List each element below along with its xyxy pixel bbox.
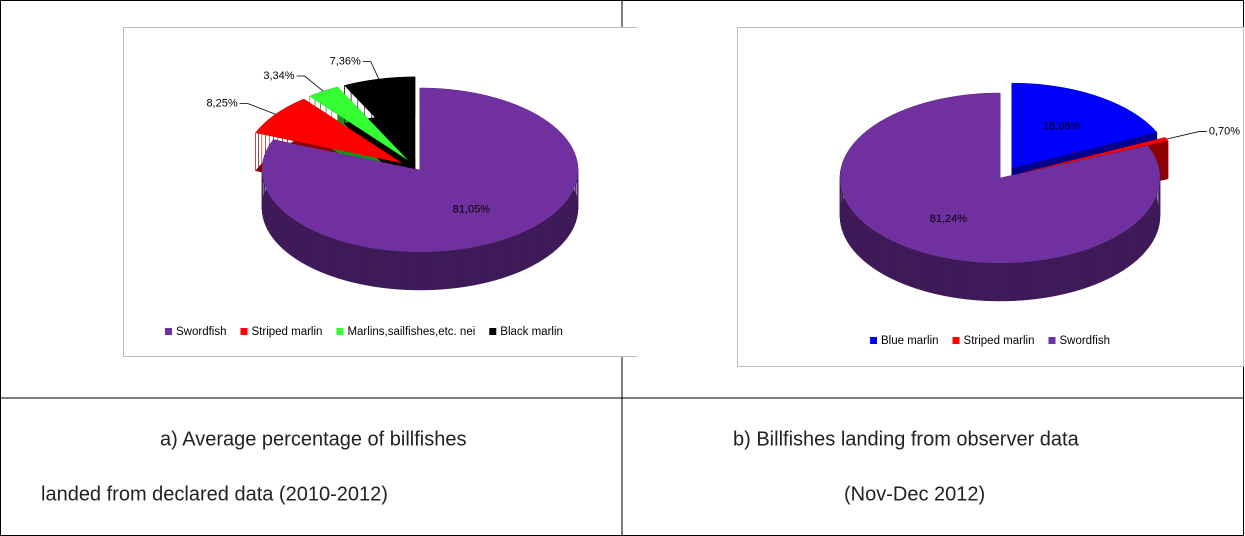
leader-line	[296, 75, 324, 92]
slice	[255, 99, 403, 164]
chart-a: 81,05% 8,25% 3,34% 7,36% Swordfish Striped ma…	[123, 27, 637, 357]
caption: landed from declared data (2010-2012)	[41, 483, 388, 505]
slice	[840, 93, 1160, 263]
legend: Swordfish Striped marlin Marlins,sailfishe…	[165, 326, 563, 338]
legend-label: Swordfish	[1059, 335, 1110, 347]
legend-swatch	[336, 328, 344, 335]
legend-label: Blue marlin	[881, 335, 939, 347]
legend-label: Swordfish	[176, 326, 227, 338]
slice	[1020, 137, 1168, 174]
leader-line	[239, 103, 276, 115]
legend-swatch	[1048, 337, 1056, 344]
legend-label: Marlins,sailfishes,etc. nei	[347, 326, 475, 338]
legend-swatch	[870, 337, 877, 344]
legend-swatch	[165, 328, 172, 335]
legend-label: Striped marlin	[964, 335, 1035, 347]
slice	[261, 88, 579, 252]
slice	[309, 86, 409, 161]
legend-swatch	[240, 328, 248, 335]
slice	[1011, 83, 1157, 169]
caption: (Nov-Dec 2012)	[844, 483, 985, 505]
legend-label: Black marlin	[500, 326, 563, 338]
leader-line	[1166, 131, 1207, 140]
chart-b: 18,06% 0,70% 81,24% Blue marlin Striped marl…	[737, 27, 1244, 367]
data-label: 3,34%	[263, 70, 294, 82]
legend-label: Striped marlin	[252, 326, 323, 338]
slice	[344, 76, 415, 159]
data-label: 8,25%	[206, 97, 237, 109]
data-label: 7,36%	[330, 55, 361, 67]
legend: Blue marlin Striped marlin Swordfish	[870, 335, 1110, 347]
legend-swatch	[952, 337, 960, 344]
data-label: 18,06%	[1043, 120, 1081, 132]
data-label: 0,70%	[1209, 125, 1240, 137]
data-label: 81,05%	[453, 203, 491, 215]
legend-swatch	[489, 328, 497, 335]
data-label: 81,24%	[930, 213, 968, 225]
caption: b) Billfishes landing from observer data	[733, 428, 1080, 450]
leader-line	[362, 61, 380, 80]
caption: a) Average percentage of billfishes	[160, 428, 467, 450]
